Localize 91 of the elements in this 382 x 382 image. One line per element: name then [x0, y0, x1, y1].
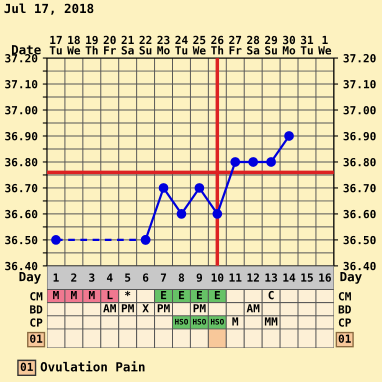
- text: M: [53, 291, 59, 300]
- text: E: [196, 291, 202, 300]
- y2-tick-label: 37.00: [344, 106, 376, 114]
- point: [230, 157, 240, 167]
- y-tick-label: CM: [30, 292, 42, 300]
- x-tick-label: 6: [142, 273, 148, 282]
- x-tick-label: 28 Sa: [247, 36, 260, 55]
- x-tick-label: 26 Th: [211, 36, 224, 54]
- x-tick-label: 13: [265, 273, 278, 282]
- chart-title: Jul 17, 2018: [4, 4, 94, 15]
- y2-tick-label: 37.20: [344, 54, 376, 62]
- y-tick-label: 36.50: [5, 236, 38, 244]
- y-tick-label: 36.80: [5, 158, 38, 166]
- point: [248, 157, 258, 167]
- text: M: [232, 317, 238, 326]
- y2-tick-label: BD: [338, 305, 351, 314]
- x-tick-label: 30 Mo: [282, 36, 296, 55]
- x-tick-label: 3: [89, 273, 94, 282]
- x-tick-label: 10: [212, 273, 224, 282]
- y-tick-label: 01: [30, 334, 42, 343]
- text: C: [268, 290, 274, 300]
- x-tick-label: 7: [160, 274, 166, 282]
- y2-tick-label: CP: [338, 318, 351, 327]
- y2-tick-label: 36.60: [344, 210, 376, 218]
- x-tick-label: 29 Su: [265, 36, 278, 55]
- text: E: [179, 291, 184, 300]
- y-tick-label: 37.10: [5, 80, 38, 88]
- y2-tick-label: 36.50: [344, 236, 376, 244]
- x-tick-label: 4: [106, 274, 113, 282]
- x-tick-label: 1 We: [318, 36, 332, 55]
- x-tick-label: 20 Fr: [104, 36, 116, 54]
- x-tick-label: 2: [71, 273, 76, 282]
- text: PM: [158, 304, 170, 312]
- x-tick-label: 31 Tu: [300, 36, 314, 55]
- point: [158, 183, 168, 193]
- x-axis-title: Day: [20, 272, 41, 284]
- text: E: [161, 291, 166, 300]
- text: Day: [340, 272, 362, 284]
- text: MM: [264, 317, 278, 326]
- text: *: [124, 290, 130, 296]
- y2-tick-label: 36.70: [344, 184, 376, 192]
- text: Ovulation Pain: [40, 361, 144, 372]
- x-axis-title: Date: [12, 45, 41, 54]
- y-tick-label: 37.20: [5, 54, 38, 62]
- point: [194, 183, 204, 193]
- text: E: [214, 291, 220, 300]
- x-tick-label: 22 Su: [140, 36, 152, 55]
- point: [176, 209, 186, 219]
- y2-tick-label: 36.80: [344, 158, 376, 166]
- x-tick-label: 18 We: [67, 36, 80, 55]
- x-tick-label: 21 Sa: [122, 36, 134, 55]
- x-tick-label: 24 Tu: [175, 36, 188, 55]
- x-tick-label: 19 Th: [86, 36, 98, 54]
- y-tick-label: BD: [30, 305, 42, 314]
- point: [284, 131, 294, 141]
- x-tick-label: 8: [178, 273, 184, 282]
- text: L: [108, 291, 113, 300]
- x-tick-label: 12: [248, 273, 259, 282]
- point: [140, 235, 150, 245]
- text: M: [71, 291, 77, 300]
- y2-tick-label: 36.90: [344, 132, 376, 140]
- y-tick-label: 36.40: [5, 262, 38, 270]
- x-tick-label: 23 Mo: [157, 36, 170, 55]
- x-tick-label: 9: [196, 273, 202, 282]
- x-tick-label: 27 Fr: [229, 36, 242, 54]
- text: AM: [103, 304, 116, 312]
- x-tick-label: 1: [54, 274, 59, 282]
- point: [266, 157, 276, 167]
- y-tick-label: CP: [30, 318, 42, 327]
- y-tick-label: 36.70: [5, 184, 38, 192]
- text: AM: [246, 304, 260, 312]
- x-tick-label: 17 Tu: [50, 36, 62, 55]
- text: X: [142, 304, 149, 312]
- x-tick-label: 25 We: [192, 36, 206, 55]
- y2-tick-label: CM: [338, 292, 351, 300]
- y2-tick-label: 37.10: [344, 80, 376, 88]
- x-tick-label: 11: [230, 274, 242, 282]
- y-tick-label: 37.00: [5, 106, 38, 114]
- text: M: [88, 291, 95, 300]
- y-tick-label: 36.90: [5, 132, 38, 140]
- y2-tick-label: 36.40: [344, 262, 376, 270]
- x-tick-label: 15: [301, 274, 313, 282]
- point: [51, 235, 61, 245]
- y2-tick-label: 01: [338, 334, 351, 343]
- x-tick-label: 14: [283, 274, 296, 282]
- text: PM: [122, 304, 134, 312]
- x-tick-label: 16: [319, 273, 331, 282]
- x-tick-label: 5: [125, 274, 130, 282]
- point: [212, 209, 222, 219]
- text: PM: [194, 304, 206, 312]
- y-tick-label: 36.60: [5, 210, 38, 218]
